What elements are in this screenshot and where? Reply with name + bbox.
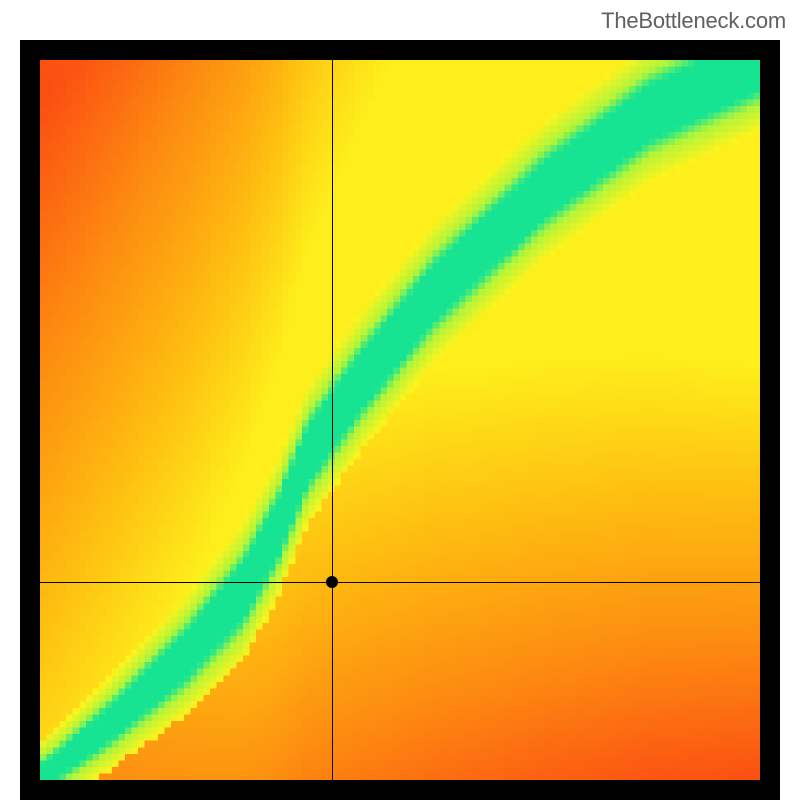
- crosshair-marker: [326, 576, 338, 588]
- crosshair-vertical: [332, 60, 333, 780]
- crosshair-horizontal: [40, 582, 760, 583]
- heatmap-canvas: [40, 60, 760, 780]
- chart-frame: [20, 40, 780, 800]
- heatmap-plot: [40, 60, 760, 780]
- attribution-text: TheBottleneck.com: [601, 8, 786, 34]
